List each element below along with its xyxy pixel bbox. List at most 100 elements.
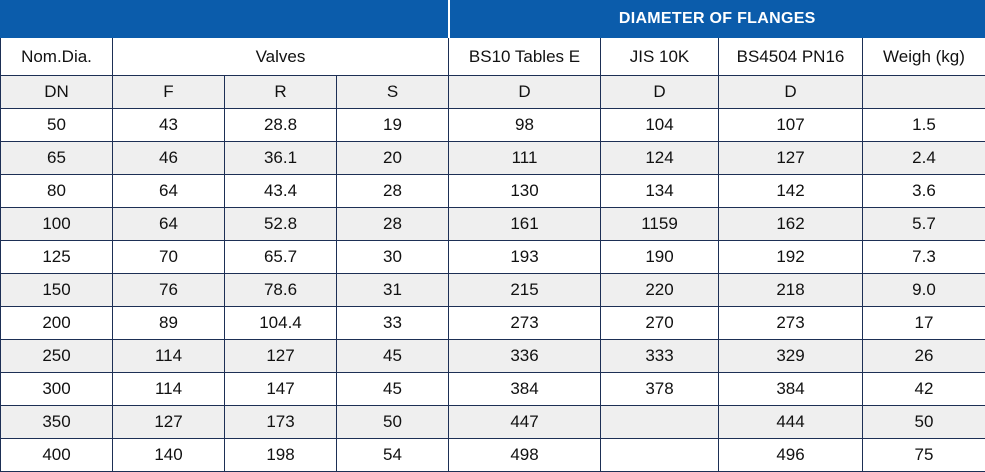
cell: 98 [448, 108, 601, 142]
cell: 173 [224, 405, 337, 439]
cell: D [718, 75, 863, 109]
cell: 7.3 [862, 240, 985, 274]
cell: 220 [600, 273, 719, 307]
column-header: Valves [112, 37, 449, 76]
data-row: 100 64 52.8 28 161 1159 162 5.7 [0, 207, 985, 241]
data-row: 300 114 147 45 384 378 384 42 [0, 372, 985, 406]
cell: 100 [0, 207, 113, 241]
cell: 273 [718, 306, 863, 340]
cell: 17 [862, 306, 985, 340]
cell: 162 [718, 207, 863, 241]
cell: 200 [0, 306, 113, 340]
cell: 124 [600, 141, 719, 175]
data-row: 350 127 173 50 447 444 50 [0, 405, 985, 439]
cell: 273 [448, 306, 601, 340]
cell: 192 [718, 240, 863, 274]
cell: 89 [112, 306, 225, 340]
cell: 127 [224, 339, 337, 373]
cell: 104 [600, 108, 719, 142]
cell: 198 [224, 438, 337, 472]
cell: 75 [862, 438, 985, 472]
empty-cell [862, 75, 985, 109]
cell: DN [0, 75, 113, 109]
cell: 65.7 [224, 240, 337, 274]
cell: 444 [718, 405, 863, 439]
cell: 19 [336, 108, 449, 142]
cell: 134 [600, 174, 719, 208]
cell: 140 [112, 438, 225, 472]
cell: 161 [448, 207, 601, 241]
cell: 64 [112, 207, 225, 241]
cell: 104.4 [224, 306, 337, 340]
cell: 333 [600, 339, 719, 373]
cell: 114 [112, 339, 225, 373]
cell: 50 [0, 108, 113, 142]
cell: 1159 [600, 207, 719, 241]
cell: 9.0 [862, 273, 985, 307]
cell: 50 [336, 405, 449, 439]
cell: 2.4 [862, 141, 985, 175]
cell: 400 [0, 438, 113, 472]
cell: D [448, 75, 601, 109]
cell: 378 [600, 372, 719, 406]
cell: 28 [336, 174, 449, 208]
data-row: 200 89 104.4 33 273 270 273 17 [0, 306, 985, 340]
cell: 147 [224, 372, 337, 406]
cell: 54 [336, 438, 449, 472]
cell: 76 [112, 273, 225, 307]
cell: 384 [448, 372, 601, 406]
data-row: 65 46 36.1 20 111 124 127 2.4 [0, 141, 985, 175]
cell: 26 [862, 339, 985, 373]
cell: 52.8 [224, 207, 337, 241]
cell: 329 [718, 339, 863, 373]
cell: 50 [862, 405, 985, 439]
cell: 33 [336, 306, 449, 340]
cell: 28 [336, 207, 449, 241]
cell: 42 [862, 372, 985, 406]
cell: 250 [0, 339, 113, 373]
cell: 107 [718, 108, 863, 142]
cell: 70 [112, 240, 225, 274]
empty-cell [600, 405, 719, 439]
cell: 130 [448, 174, 601, 208]
data-row: 150 76 78.6 31 215 220 218 9.0 [0, 273, 985, 307]
cell: 193 [448, 240, 601, 274]
cell: 190 [600, 240, 719, 274]
cell: 80 [0, 174, 113, 208]
column-header: JIS 10K [600, 37, 719, 76]
empty-cell [600, 438, 719, 472]
cell: 336 [448, 339, 601, 373]
cell: 215 [448, 273, 601, 307]
data-row: 250 114 127 45 336 333 329 26 [0, 339, 985, 373]
data-row: 80 64 43.4 28 130 134 142 3.6 [0, 174, 985, 208]
cell: 5.7 [862, 207, 985, 241]
data-row: 125 70 65.7 30 193 190 192 7.3 [0, 240, 985, 274]
unit-row: DN F R S D D D [0, 75, 985, 109]
cell: 30 [336, 240, 449, 274]
cell: 43.4 [224, 174, 337, 208]
cell: D [600, 75, 719, 109]
column-header: BS4504 PN16 [718, 37, 863, 76]
cell: 150 [0, 273, 113, 307]
cell: 65 [0, 141, 113, 175]
cell: 142 [718, 174, 863, 208]
cell: 3.6 [862, 174, 985, 208]
cell: 270 [600, 306, 719, 340]
cell: 496 [718, 438, 863, 472]
blank-header [0, 0, 450, 38]
cell: 28.8 [224, 108, 337, 142]
cell: S [336, 75, 449, 109]
column-header-row: Nom.Dia. Valves BS10 Tables E JIS 10K BS… [0, 37, 985, 76]
cell: 125 [0, 240, 113, 274]
cell: 43 [112, 108, 225, 142]
cell: 78.6 [224, 273, 337, 307]
cell: 36.1 [224, 141, 337, 175]
cell: 111 [448, 141, 601, 175]
cell: 350 [0, 405, 113, 439]
cell: 20 [336, 141, 449, 175]
cell: 31 [336, 273, 449, 307]
cell: 46 [112, 141, 225, 175]
